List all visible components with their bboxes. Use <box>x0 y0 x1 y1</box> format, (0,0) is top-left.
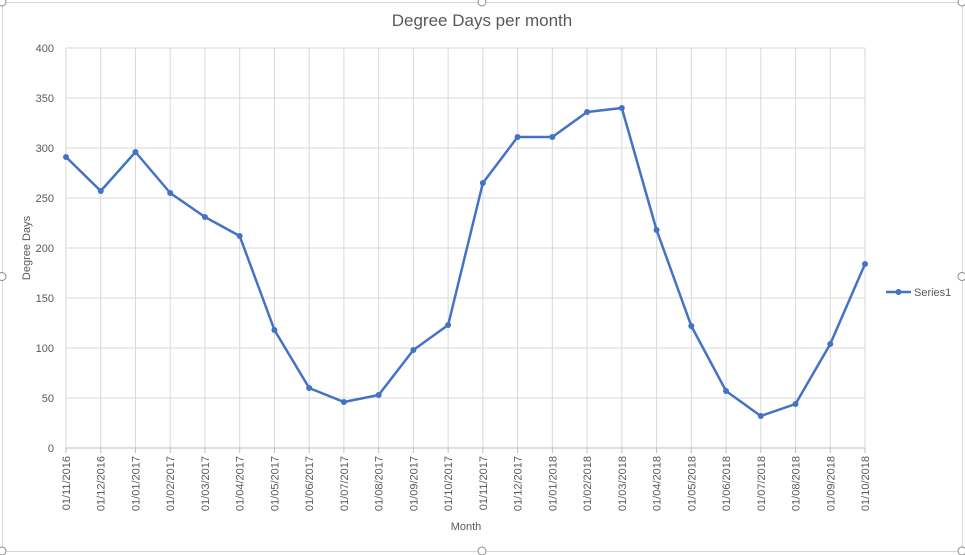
resize-handle[interactable] <box>477 546 487 555</box>
y-tick-label: 0 <box>48 443 54 455</box>
gridlines <box>65 47 866 448</box>
x-tick-label: 01/01/2017 <box>130 456 142 511</box>
axes <box>65 447 866 453</box>
data-point <box>375 392 382 398</box>
data-point <box>688 323 695 329</box>
data-point <box>97 188 104 194</box>
x-tick-label: 01/11/2017 <box>478 456 490 510</box>
data-point <box>757 413 764 419</box>
legend-marker-series1 <box>895 289 902 295</box>
y-tick-label: 200 <box>36 243 54 255</box>
data-point <box>549 134 556 140</box>
data-point <box>340 399 347 405</box>
data-point <box>479 180 486 186</box>
y-tick-label: 150 <box>36 293 54 305</box>
x-tick-label: 01/11/2016 <box>61 456 73 510</box>
x-tick-label: 01/04/2017 <box>235 456 247 511</box>
x-tick-label: 01/07/2018 <box>756 456 768 511</box>
resize-handle[interactable] <box>957 0 965 7</box>
data-point <box>618 105 625 111</box>
x-axis-label: Month <box>451 521 482 533</box>
x-tick-label: 01/03/2017 <box>200 456 212 511</box>
resize-handle[interactable] <box>957 546 965 555</box>
x-tick-label: 01/02/2017 <box>165 456 177 511</box>
legend: Series1 <box>886 287 951 299</box>
series-line-series1 <box>64 106 867 418</box>
legend-label-series1: Series1 <box>914 287 951 299</box>
data-point <box>514 134 521 140</box>
x-tick-label: 01/08/2017 <box>374 456 386 511</box>
y-axis-label: Degree Days <box>21 215 33 280</box>
x-tick-label: 01/06/2018 <box>721 456 733 511</box>
x-tick-label: 01/05/2017 <box>269 456 281 511</box>
data-point <box>132 149 139 155</box>
resize-handle[interactable] <box>0 0 7 7</box>
x-tick-labels: 01/11/2016 01/12/2016 01/01/2017 01/02/2017… <box>61 456 872 511</box>
data-point <box>584 109 591 115</box>
x-tick-label: 01/04/2018 <box>652 456 664 511</box>
y-tick-label: 50 <box>42 393 54 405</box>
resize-handle[interactable] <box>477 0 487 7</box>
data-point <box>862 261 868 267</box>
resize-handle[interactable] <box>957 272 965 281</box>
resize-handle[interactable] <box>0 272 7 281</box>
y-tick-label: 350 <box>36 93 54 105</box>
data-point <box>653 227 660 233</box>
y-tick-labels: 0 50 100 150 200 250 300 350 400 <box>36 43 54 455</box>
data-point <box>167 190 174 196</box>
data-point <box>271 327 278 333</box>
chart-title: Degree Days per month <box>392 11 572 30</box>
x-tick-label: 01/06/2017 <box>304 456 316 511</box>
data-point <box>201 214 208 220</box>
data-point <box>236 233 243 239</box>
x-tick-label: 01/01/2018 <box>547 456 559 511</box>
x-tick-label: 01/05/2018 <box>686 456 698 511</box>
x-tick-label: 01/10/2018 <box>860 456 872 511</box>
data-point <box>63 154 69 160</box>
x-tick-label: 01/12/2016 <box>96 456 108 511</box>
data-point <box>723 388 730 394</box>
data-point <box>827 341 834 347</box>
data-point <box>445 322 452 328</box>
y-tick-label: 400 <box>36 43 54 55</box>
y-tick-label: 300 <box>36 143 54 155</box>
data-point <box>410 347 417 353</box>
data-point <box>792 401 799 407</box>
x-tick-label: 01/12/2017 <box>513 456 525 511</box>
resize-handle[interactable] <box>0 546 7 555</box>
data-point <box>306 385 313 391</box>
x-tick-label: 01/09/2018 <box>825 456 837 511</box>
x-tick-label: 01/10/2017 <box>443 456 455 511</box>
x-tick-label: 01/07/2017 <box>339 456 351 511</box>
y-tick-label: 100 <box>36 343 54 355</box>
series <box>63 105 868 419</box>
y-tick-label: 250 <box>36 193 54 205</box>
x-tick-label: 01/02/2018 <box>582 456 594 511</box>
x-tick-label: 01/03/2018 <box>617 456 629 511</box>
x-tick-label: 01/08/2018 <box>791 456 803 511</box>
x-tick-label: 01/09/2017 <box>408 456 420 511</box>
